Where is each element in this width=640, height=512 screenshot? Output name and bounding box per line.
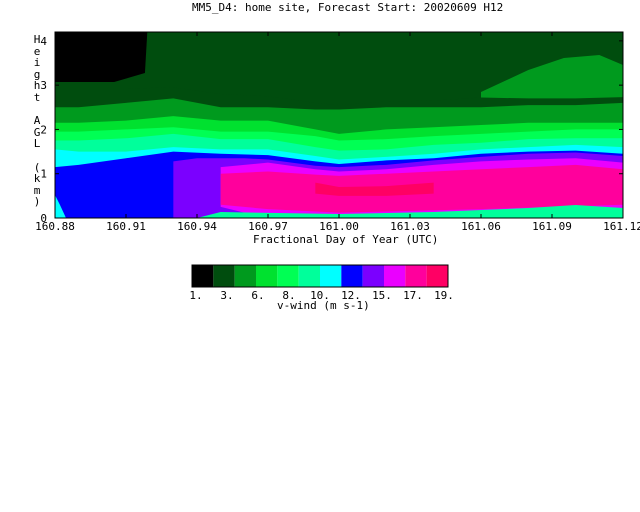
x-tick-label: 161.03 <box>390 220 430 233</box>
colorbar-tick-label: 12. <box>341 289 361 302</box>
colorbar-tick-label: 17. <box>403 289 423 302</box>
colorbar-label: v-wind (m s-1) <box>277 299 370 312</box>
x-tick-label: 161.12 <box>603 220 640 233</box>
colorbar-swatch <box>405 265 427 287</box>
colorbar-swatch <box>320 265 342 287</box>
colorbar-tick-label: 3. <box>220 289 233 302</box>
contour-region-black <box>55 32 148 82</box>
x-tick-label: 161.06 <box>461 220 501 233</box>
colorbar-tick-label: 15. <box>372 289 392 302</box>
x-tick-label: 161.09 <box>532 220 572 233</box>
chart-title: MM5_D4: home site, Forecast Start: 20020… <box>192 1 504 14</box>
colorbar-swatch <box>362 265 384 287</box>
x-tick-label: 161.00 <box>319 220 359 233</box>
y-tick-label: 2 <box>40 123 47 136</box>
y-tick-label: 3 <box>40 79 47 92</box>
y-tick-label: 4 <box>40 35 47 48</box>
colorbar-frame <box>191 264 449 288</box>
y-tick-label: 1 <box>40 168 47 181</box>
colorbar-swatch <box>234 265 256 287</box>
colorbar-swatch <box>341 265 363 287</box>
colorbar-tick-label: 1. <box>189 289 202 302</box>
contour-strip-left <box>55 195 66 218</box>
colorbar-swatch <box>213 265 235 287</box>
x-tick-label: 160.91 <box>106 220 146 233</box>
x-tick-label: 160.94 <box>177 220 217 233</box>
x-tick-label: 160.97 <box>248 220 288 233</box>
x-axis-label: Fractional Day of Year (UTC) <box>253 233 439 246</box>
colorbar-tick-label: 10. <box>310 289 330 302</box>
x-tick-label: 160.88 <box>35 220 75 233</box>
contour-strip-bottom <box>197 205 623 218</box>
colorbar-tick-label: 8. <box>282 289 295 302</box>
colorbar-swatch <box>298 265 320 287</box>
colorbar-swatch <box>192 265 214 287</box>
colorbar-tick-label: 19. <box>434 289 454 302</box>
y-tick-label: 0 <box>40 212 47 225</box>
contour-region-green-hump <box>481 55 623 110</box>
colorbar-swatch <box>256 265 278 287</box>
colorbar-swatch <box>426 265 448 287</box>
colorbar-tick-label: 6. <box>251 289 264 302</box>
contour-band-10 <box>315 182 434 196</box>
colorbar-swatch <box>277 265 299 287</box>
colorbar-swatch <box>384 265 406 287</box>
